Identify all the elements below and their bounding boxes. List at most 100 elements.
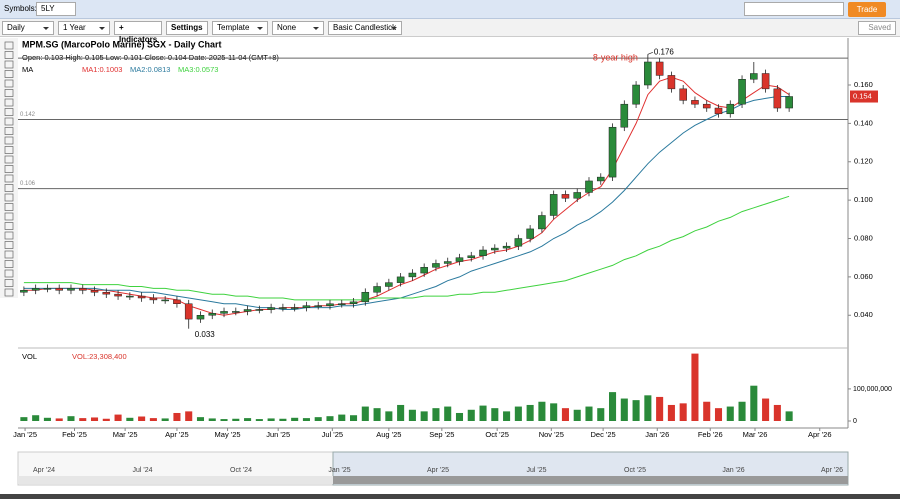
volume-bar xyxy=(338,414,346,421)
volume-bar xyxy=(232,418,240,421)
volume-bar xyxy=(185,411,193,421)
navigator-label: Jul '25 xyxy=(526,467,546,474)
x-tick-label: Apr '26 xyxy=(808,430,832,439)
vol-value: VOL:23,308,400 xyxy=(72,352,127,361)
tool-icon xyxy=(4,193,14,202)
volume-bar xyxy=(550,403,558,421)
tool-icon xyxy=(4,60,14,69)
candle-body xyxy=(455,257,464,262)
tool-icon xyxy=(4,165,14,173)
ohlc-info: Open: 0.103 High: 0.105 Low: 0.101 Close… xyxy=(22,53,279,62)
volume-bar xyxy=(361,406,369,421)
x-tick-label: Jul '25 xyxy=(322,430,343,439)
volume-bar xyxy=(291,417,299,421)
tool-icon xyxy=(4,260,14,268)
y-tick-label: 0.100 xyxy=(854,195,873,204)
ma-line xyxy=(23,76,790,316)
candle-body xyxy=(679,88,687,101)
volume-bar xyxy=(373,408,381,421)
tool-icon xyxy=(4,222,14,230)
x-tick-label: Jan '25 xyxy=(13,430,37,439)
volume-bar xyxy=(161,418,169,421)
navigator-label: Jan '26 xyxy=(722,467,744,474)
candle-body xyxy=(337,303,346,305)
y-tick-label: 0.060 xyxy=(854,272,873,281)
candle-body xyxy=(773,88,782,109)
scrollbar-thumb[interactable] xyxy=(333,476,848,484)
candle-body xyxy=(785,96,793,109)
tool-icon xyxy=(4,41,14,50)
volume-bar xyxy=(526,404,534,421)
candle-body xyxy=(184,303,193,320)
range-select[interactable]: 1 Year xyxy=(58,21,110,35)
x-tick-label: Apr '25 xyxy=(165,430,189,439)
tool-icon xyxy=(4,203,14,211)
tool-icon xyxy=(4,117,14,126)
candle-body xyxy=(620,103,629,128)
x-tick-label: Mar '25 xyxy=(113,430,138,439)
none-select[interactable]: None xyxy=(272,21,324,35)
volume-bar xyxy=(738,401,746,421)
tool-icon xyxy=(4,136,14,145)
candle-body xyxy=(761,73,770,90)
volume-bar xyxy=(196,417,205,421)
x-tick-label: Oct '25 xyxy=(485,430,509,439)
candle-body xyxy=(502,245,511,249)
search-input[interactable] xyxy=(744,2,844,16)
trade-button[interactable]: Trade xyxy=(848,2,886,17)
interval-select[interactable]: Daily xyxy=(2,21,54,35)
volume-bar xyxy=(632,400,640,421)
style-select[interactable]: Basic Candlestick xyxy=(328,21,402,35)
tool-icon xyxy=(4,127,14,135)
settings-button[interactable]: Settings xyxy=(166,21,208,35)
tool-icon xyxy=(4,279,14,287)
candle-body xyxy=(126,295,134,298)
template-select[interactable]: Template xyxy=(212,21,268,35)
candle-body xyxy=(691,100,699,105)
candle-body xyxy=(702,103,711,109)
symbol-input[interactable]: 5LY xyxy=(36,2,76,16)
volume-bar xyxy=(102,418,110,421)
volume-bar xyxy=(302,418,310,421)
tool-icon xyxy=(4,231,14,240)
candle-body xyxy=(279,307,287,309)
volume-bar xyxy=(667,404,675,421)
volume-bar xyxy=(444,406,452,421)
candle-body xyxy=(632,84,640,105)
volume-bar xyxy=(726,406,734,421)
volume-bar xyxy=(420,411,428,421)
chart: MPM.SG (MarcoPolo Marine) SGX - Daily Ch… xyxy=(0,38,900,499)
tool-icon xyxy=(4,108,14,116)
tool-icon xyxy=(4,51,14,59)
saved-button[interactable]: Saved xyxy=(858,21,896,35)
volume-bar xyxy=(208,418,216,421)
volume-bar xyxy=(455,412,464,421)
volume-bar xyxy=(585,406,593,421)
indicators-button[interactable]: + Indicators xyxy=(114,21,162,44)
navigator-label: Jul '24 xyxy=(132,467,152,474)
max-label: 0.176 xyxy=(654,47,675,56)
candle-body xyxy=(314,305,322,307)
candle-body xyxy=(55,288,63,291)
tool-icon xyxy=(4,269,14,278)
candle-body xyxy=(467,255,476,258)
tool-icon xyxy=(4,70,14,78)
navigator-label: Apr '25 xyxy=(427,467,449,474)
candle-body xyxy=(655,61,664,76)
candle-body xyxy=(491,247,499,251)
tool-icon xyxy=(4,241,14,249)
toolbar: Daily 1 Year + Indicators Settings Templ… xyxy=(0,19,900,44)
candle-body xyxy=(220,311,228,314)
volume-bar xyxy=(644,395,652,421)
chart-title: MPM.SG (MarcoPolo Marine) SGX - Daily Ch… xyxy=(22,39,222,49)
volume-bar xyxy=(126,417,134,421)
x-tick-label: Dec '25 xyxy=(591,430,616,439)
candle-body xyxy=(596,176,605,182)
volume-bar xyxy=(656,396,664,421)
volume-bar xyxy=(561,408,569,421)
volume-bar xyxy=(138,416,146,421)
x-tick-label: Feb '26 xyxy=(698,430,723,439)
tool-icon xyxy=(4,146,14,154)
candle-body xyxy=(102,291,111,295)
